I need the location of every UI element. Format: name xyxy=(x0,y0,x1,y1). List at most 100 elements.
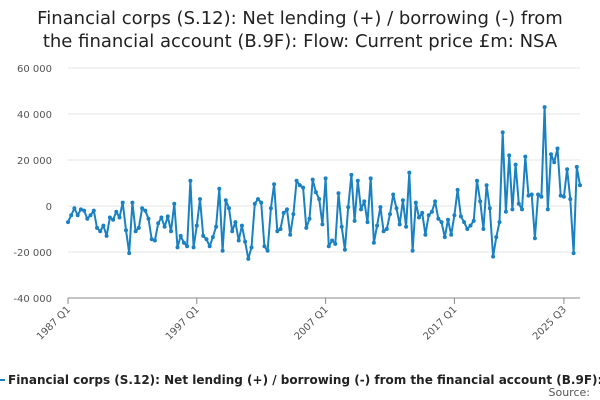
data-point[interactable] xyxy=(207,244,212,249)
data-point[interactable] xyxy=(491,254,496,259)
data-point[interactable] xyxy=(574,164,579,169)
data-point[interactable] xyxy=(297,183,302,188)
data-point[interactable] xyxy=(272,182,277,187)
data-point[interactable] xyxy=(111,217,116,222)
data-point[interactable] xyxy=(362,199,367,204)
data-point[interactable] xyxy=(140,206,145,211)
data-point[interactable] xyxy=(378,205,383,210)
data-point[interactable] xyxy=(446,217,450,222)
data-point[interactable] xyxy=(146,216,151,221)
data-point[interactable] xyxy=(468,223,473,228)
data-point[interactable] xyxy=(317,197,322,202)
data-point[interactable] xyxy=(455,187,460,192)
data-point[interactable] xyxy=(313,190,318,195)
data-point[interactable] xyxy=(104,233,109,238)
data-point[interactable] xyxy=(475,178,479,183)
data-point[interactable] xyxy=(198,197,202,202)
data-point[interactable] xyxy=(536,192,541,197)
data-point[interactable] xyxy=(568,197,573,202)
data-point[interactable] xyxy=(236,238,241,243)
data-point[interactable] xyxy=(439,220,444,225)
data-point[interactable] xyxy=(465,227,470,231)
data-point[interactable] xyxy=(98,229,103,234)
data-point[interactable] xyxy=(120,200,125,205)
data-point[interactable] xyxy=(252,201,257,206)
data-point[interactable] xyxy=(529,192,534,197)
data-point[interactable] xyxy=(114,209,119,214)
data-point[interactable] xyxy=(391,192,396,197)
data-point[interactable] xyxy=(400,198,405,203)
data-point[interactable] xyxy=(288,232,293,237)
data-point[interactable] xyxy=(384,227,389,231)
data-point[interactable] xyxy=(371,240,376,245)
data-point[interactable] xyxy=(330,238,335,243)
data-point[interactable] xyxy=(449,232,454,237)
data-point[interactable] xyxy=(204,237,209,242)
data-point[interactable] xyxy=(165,214,170,219)
data-point[interactable] xyxy=(310,177,315,182)
data-point[interactable] xyxy=(359,207,363,212)
data-point[interactable] xyxy=(452,213,457,218)
data-point[interactable] xyxy=(107,215,112,220)
data-point[interactable] xyxy=(320,222,325,227)
data-point[interactable] xyxy=(407,170,412,175)
data-point[interactable] xyxy=(159,215,164,220)
data-point[interactable] xyxy=(220,248,225,253)
data-point[interactable] xyxy=(281,210,286,215)
data-point[interactable] xyxy=(188,178,193,183)
data-point[interactable] xyxy=(346,205,351,210)
data-point[interactable] xyxy=(69,213,74,218)
data-point[interactable] xyxy=(484,183,489,188)
data-point[interactable] xyxy=(571,251,576,256)
data-point[interactable] xyxy=(478,199,483,204)
data-point[interactable] xyxy=(66,220,70,225)
data-point[interactable] xyxy=(423,232,428,237)
data-point[interactable] xyxy=(471,218,476,223)
data-point[interactable] xyxy=(156,221,161,226)
data-point[interactable] xyxy=(194,223,199,228)
data-point[interactable] xyxy=(175,245,180,250)
data-point[interactable] xyxy=(375,223,380,228)
data-point[interactable] xyxy=(355,178,360,183)
data-point[interactable] xyxy=(426,213,431,218)
data-point[interactable] xyxy=(429,209,434,214)
data-point[interactable] xyxy=(561,194,566,199)
data-point[interactable] xyxy=(294,178,299,183)
data-point[interactable] xyxy=(545,207,550,212)
data-point[interactable] xyxy=(223,198,228,203)
data-point[interactable] xyxy=(442,235,447,240)
data-point[interactable] xyxy=(249,245,254,250)
data-point[interactable] xyxy=(516,201,521,206)
data-point[interactable] xyxy=(352,218,357,223)
data-point[interactable] xyxy=(500,130,505,135)
data-point[interactable] xyxy=(285,207,289,212)
data-point[interactable] xyxy=(539,194,544,199)
data-point[interactable] xyxy=(172,201,177,206)
data-point[interactable] xyxy=(349,172,354,177)
data-point[interactable] xyxy=(214,224,219,229)
data-point[interactable] xyxy=(510,207,515,212)
data-point[interactable] xyxy=(326,244,331,249)
data-point[interactable] xyxy=(149,237,154,242)
data-point[interactable] xyxy=(201,233,206,238)
data-point[interactable] xyxy=(127,251,132,256)
data-point[interactable] xyxy=(91,208,96,213)
data-point[interactable] xyxy=(410,248,415,253)
data-point[interactable] xyxy=(307,216,312,221)
data-point[interactable] xyxy=(75,213,80,218)
data-point[interactable] xyxy=(523,154,528,159)
data-point[interactable] xyxy=(494,235,499,240)
data-point[interactable] xyxy=(339,224,344,229)
data-point[interactable] xyxy=(549,152,553,157)
data-point[interactable] xyxy=(178,233,183,238)
data-point[interactable] xyxy=(239,223,244,228)
data-point[interactable] xyxy=(513,162,518,167)
data-point[interactable] xyxy=(265,248,270,253)
data-point[interactable] xyxy=(124,228,128,233)
data-point[interactable] xyxy=(243,239,248,244)
data-point[interactable] xyxy=(417,215,421,220)
data-point[interactable] xyxy=(227,206,231,211)
data-point[interactable] xyxy=(462,220,467,225)
data-point[interactable] xyxy=(458,214,463,219)
data-point[interactable] xyxy=(291,212,296,217)
